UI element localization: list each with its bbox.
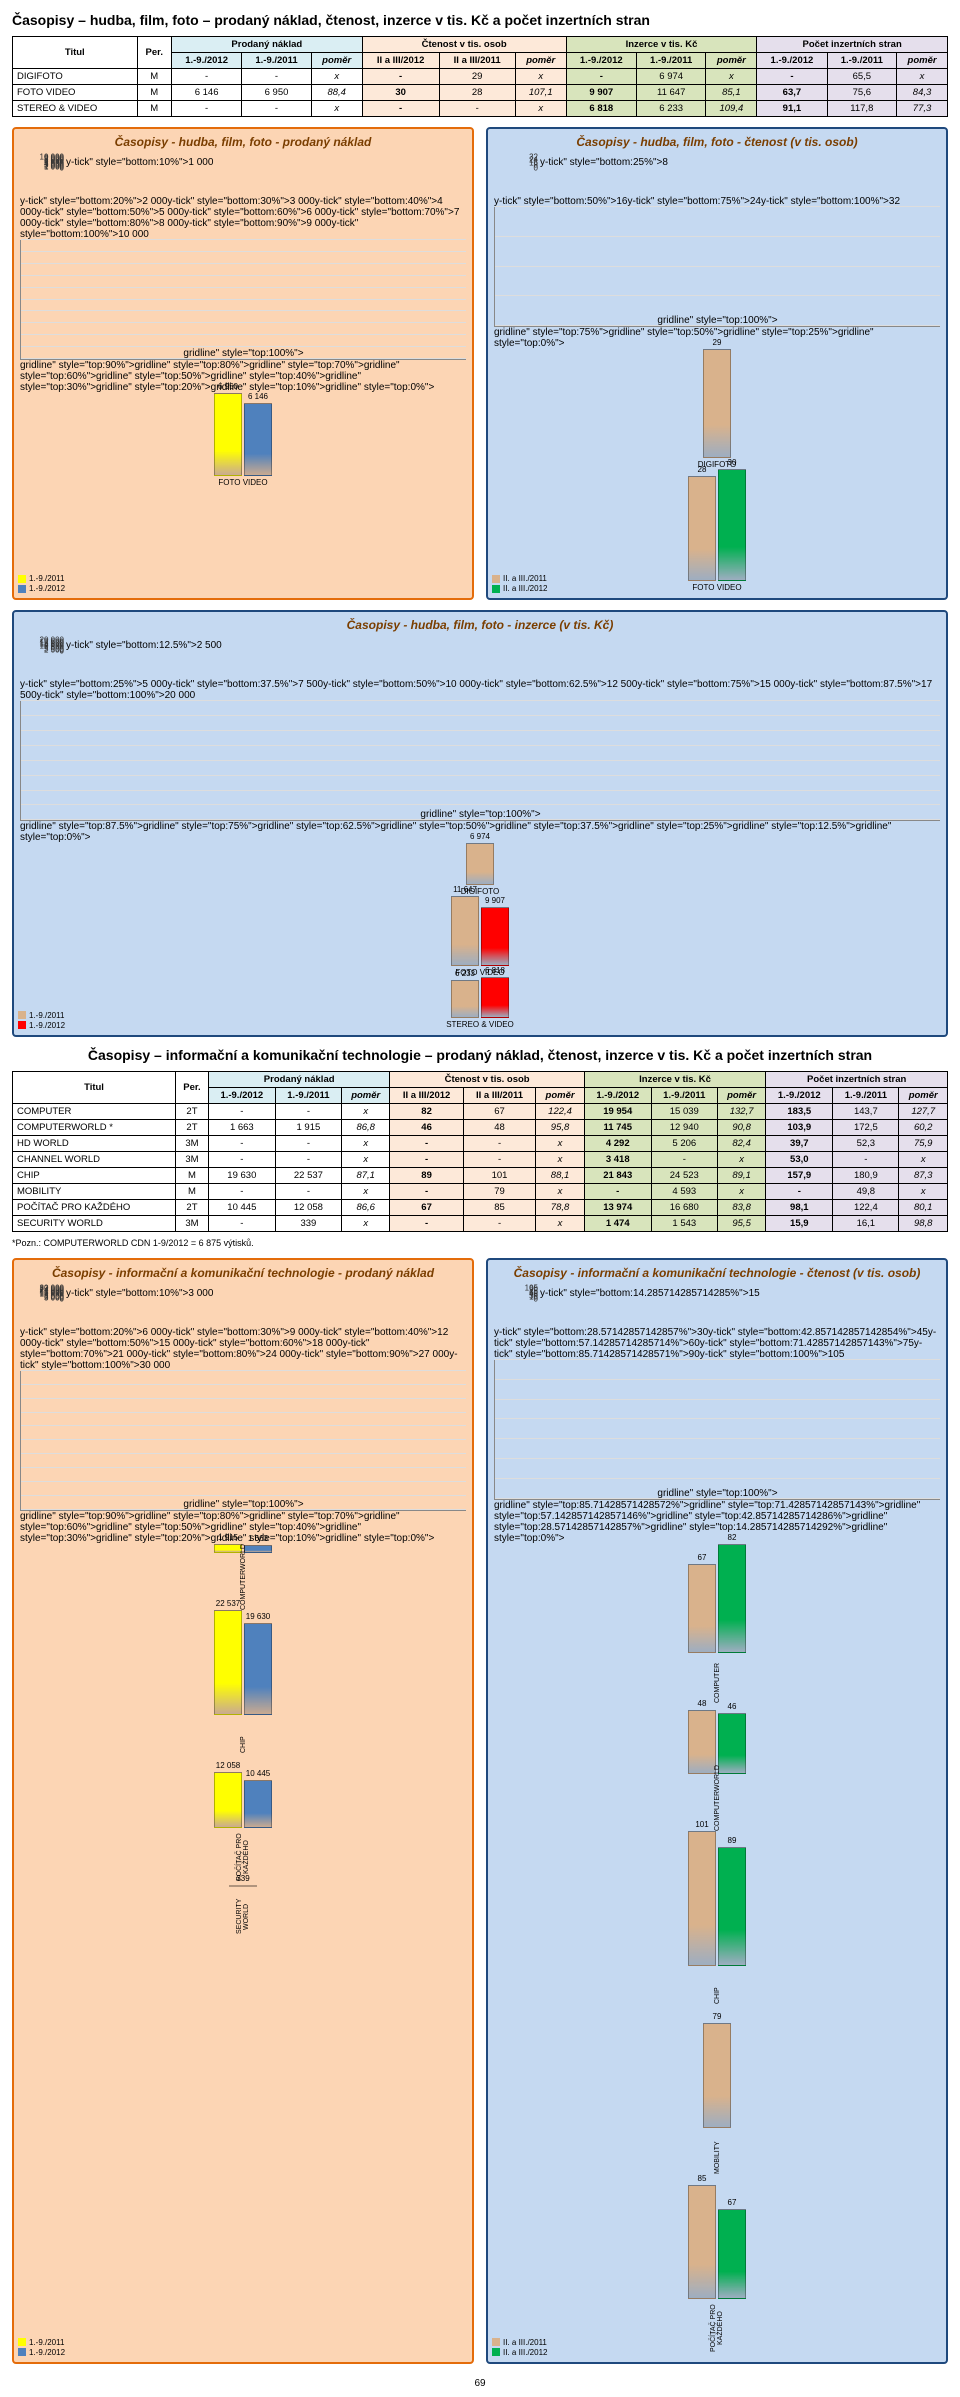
chart-bar: 89 bbox=[718, 1847, 746, 1966]
chart-3a: Časopisy - informační a komunikační tech… bbox=[12, 1258, 474, 2364]
legend-item: II. a III./2011 bbox=[492, 2338, 547, 2347]
legend-item: 1.-9./2012 bbox=[18, 584, 65, 593]
chart-bar: 22 537 bbox=[214, 1610, 242, 1715]
legend-item: 1.-9./2012 bbox=[18, 2348, 65, 2357]
chart-bar: 6 146 bbox=[244, 403, 272, 477]
table-row: CHIPM 19 63022 53787,1 8910188,1 21 8432… bbox=[13, 1167, 948, 1183]
chart-bar: 12 058 bbox=[214, 1772, 242, 1828]
chart-title: Časopisy - informační a komunikační tech… bbox=[494, 1266, 940, 1280]
chart-legend: 1.-9./20111.-9./2012 bbox=[18, 573, 65, 594]
table-1: Titul Per. Prodaný náklad Čtenost v tis.… bbox=[12, 36, 948, 117]
legend-item: II. a III./2011 bbox=[492, 574, 547, 583]
legend-item: II. a III./2012 bbox=[492, 2348, 547, 2357]
chart-bar: 6 818 bbox=[481, 977, 509, 1018]
page-number: 69 bbox=[12, 2378, 948, 2389]
chart-bar: 11 647 bbox=[451, 896, 479, 966]
table-row: COMPUTER2T --x 8267122,4 19 95415 039132… bbox=[13, 1103, 948, 1119]
chart-bar: 67 bbox=[718, 2209, 746, 2298]
category-label: POČÍTAČ PRO KAŽDÉHO bbox=[710, 2301, 724, 2356]
chart-bar: 82 bbox=[718, 1544, 746, 1653]
chart-bar: 6 233 bbox=[451, 980, 479, 1017]
table-row: DIGIFOTOM --x -29x -6 974x -65,5x bbox=[13, 69, 948, 85]
legend-item: 1.-9./2011 bbox=[18, 574, 65, 583]
chart-bar: 6 974 bbox=[466, 843, 494, 885]
legend-item: 1.-9./2011 bbox=[18, 1011, 65, 1020]
category-label: COMPUTERWORLD bbox=[714, 1776, 721, 1831]
chart-bar: 9 907 bbox=[481, 907, 509, 966]
chart-3b: Časopisy - informační a komunikační tech… bbox=[486, 1258, 948, 2364]
category-label: COMPUTERWORLD bbox=[240, 1555, 247, 1610]
chart-legend: II. a III./2011II. a III./2012 bbox=[492, 2337, 547, 2358]
category-label: CHIP bbox=[240, 1717, 247, 1772]
chart-legend: II. a III./2011II. a III./2012 bbox=[492, 573, 547, 594]
table-2: Titul Per. Prodaný náklad Čtenost v tis.… bbox=[12, 1071, 948, 1232]
chart-title: Časopisy - informační a komunikační tech… bbox=[20, 1266, 466, 1280]
chart-bar: 339 bbox=[229, 1885, 257, 1887]
chart-bar: 1 663 bbox=[244, 1545, 272, 1553]
table-row: POČÍTAČ PRO KAŽDÉHO2T 10 44512 05886,6 6… bbox=[13, 1199, 948, 1215]
chart-bar: 30 bbox=[718, 469, 746, 582]
legend-item: 1.-9./2011 bbox=[18, 2338, 65, 2347]
category-label: SECURITY WORLD bbox=[236, 1889, 250, 1944]
chart-bar: 67 bbox=[688, 1564, 716, 1653]
chart-title: Časopisy - hudba, film, foto - čtenost (… bbox=[494, 135, 940, 149]
table-row: FOTO VIDEOM 6 1466 95088,4 3028107,1 9 9… bbox=[13, 85, 948, 101]
category-label: MOBILITY bbox=[714, 2130, 721, 2185]
table-row: CHANNEL WORLD3M --x --x 3 418-x 53,0-x bbox=[13, 1151, 948, 1167]
chart-bar: 79 bbox=[703, 2023, 731, 2128]
chart-bar: 19 630 bbox=[244, 1623, 272, 1715]
chart-bar: 48 bbox=[688, 1710, 716, 1774]
chart-2: Časopisy - hudba, film, foto - inzerce (… bbox=[12, 610, 948, 1037]
chart-1b: Časopisy - hudba, film, foto - čtenost (… bbox=[486, 127, 948, 600]
chart-title: Časopisy - hudba, film, foto - inzerce (… bbox=[20, 618, 940, 632]
chart-bar: 10 445 bbox=[244, 1780, 272, 1829]
category-label: FOTO VIDEO bbox=[218, 478, 267, 487]
chart-bar: 101 bbox=[688, 1831, 716, 1966]
chart-bar: 29 bbox=[703, 349, 731, 458]
table-row: STEREO & VIDEOM --x --x 6 8186 233109,4 … bbox=[13, 101, 948, 117]
category-label: COMPUTER bbox=[714, 1655, 721, 1710]
chart-bar: 6 950 bbox=[214, 393, 242, 476]
table-row: HD WORLD3M --x --x 4 2925 20682,4 39,752… bbox=[13, 1135, 948, 1151]
title-1: Časopisy – hudba, film, foto – prodaný n… bbox=[12, 12, 948, 28]
table-row: SECURITY WORLD3M -339x --x 1 4741 54395,… bbox=[13, 1215, 948, 1231]
chart-bar: 1 915 bbox=[214, 1544, 242, 1553]
legend-item: 1.-9./2012 bbox=[18, 1021, 65, 1030]
title-2: Časopisy – informační a komunikační tech… bbox=[12, 1047, 948, 1063]
chart-bar: 28 bbox=[688, 476, 716, 581]
footnote: *Pozn.: COMPUTERWORLD CDN 1-9/2012 = 6 8… bbox=[12, 1238, 948, 1248]
table-row: COMPUTERWORLD *2T 1 6631 91586,8 464895,… bbox=[13, 1119, 948, 1135]
chart-legend: 1.-9./20111.-9./2012 bbox=[18, 1010, 65, 1031]
category-label: FOTO VIDEO bbox=[692, 583, 741, 592]
chart-1a: Časopisy - hudba, film, foto - prodaný n… bbox=[12, 127, 474, 600]
table-row: MOBILITYM --x -79x -4 593x -49,8x bbox=[13, 1183, 948, 1199]
legend-item: II. a III./2012 bbox=[492, 584, 547, 593]
chart-legend: 1.-9./20111.-9./2012 bbox=[18, 2337, 65, 2358]
chart-title: Časopisy - hudba, film, foto - prodaný n… bbox=[20, 135, 466, 149]
category-label: STEREO & VIDEO bbox=[446, 1020, 514, 1029]
chart-bar: 46 bbox=[718, 1713, 746, 1774]
chart-bar: 85 bbox=[688, 2185, 716, 2298]
